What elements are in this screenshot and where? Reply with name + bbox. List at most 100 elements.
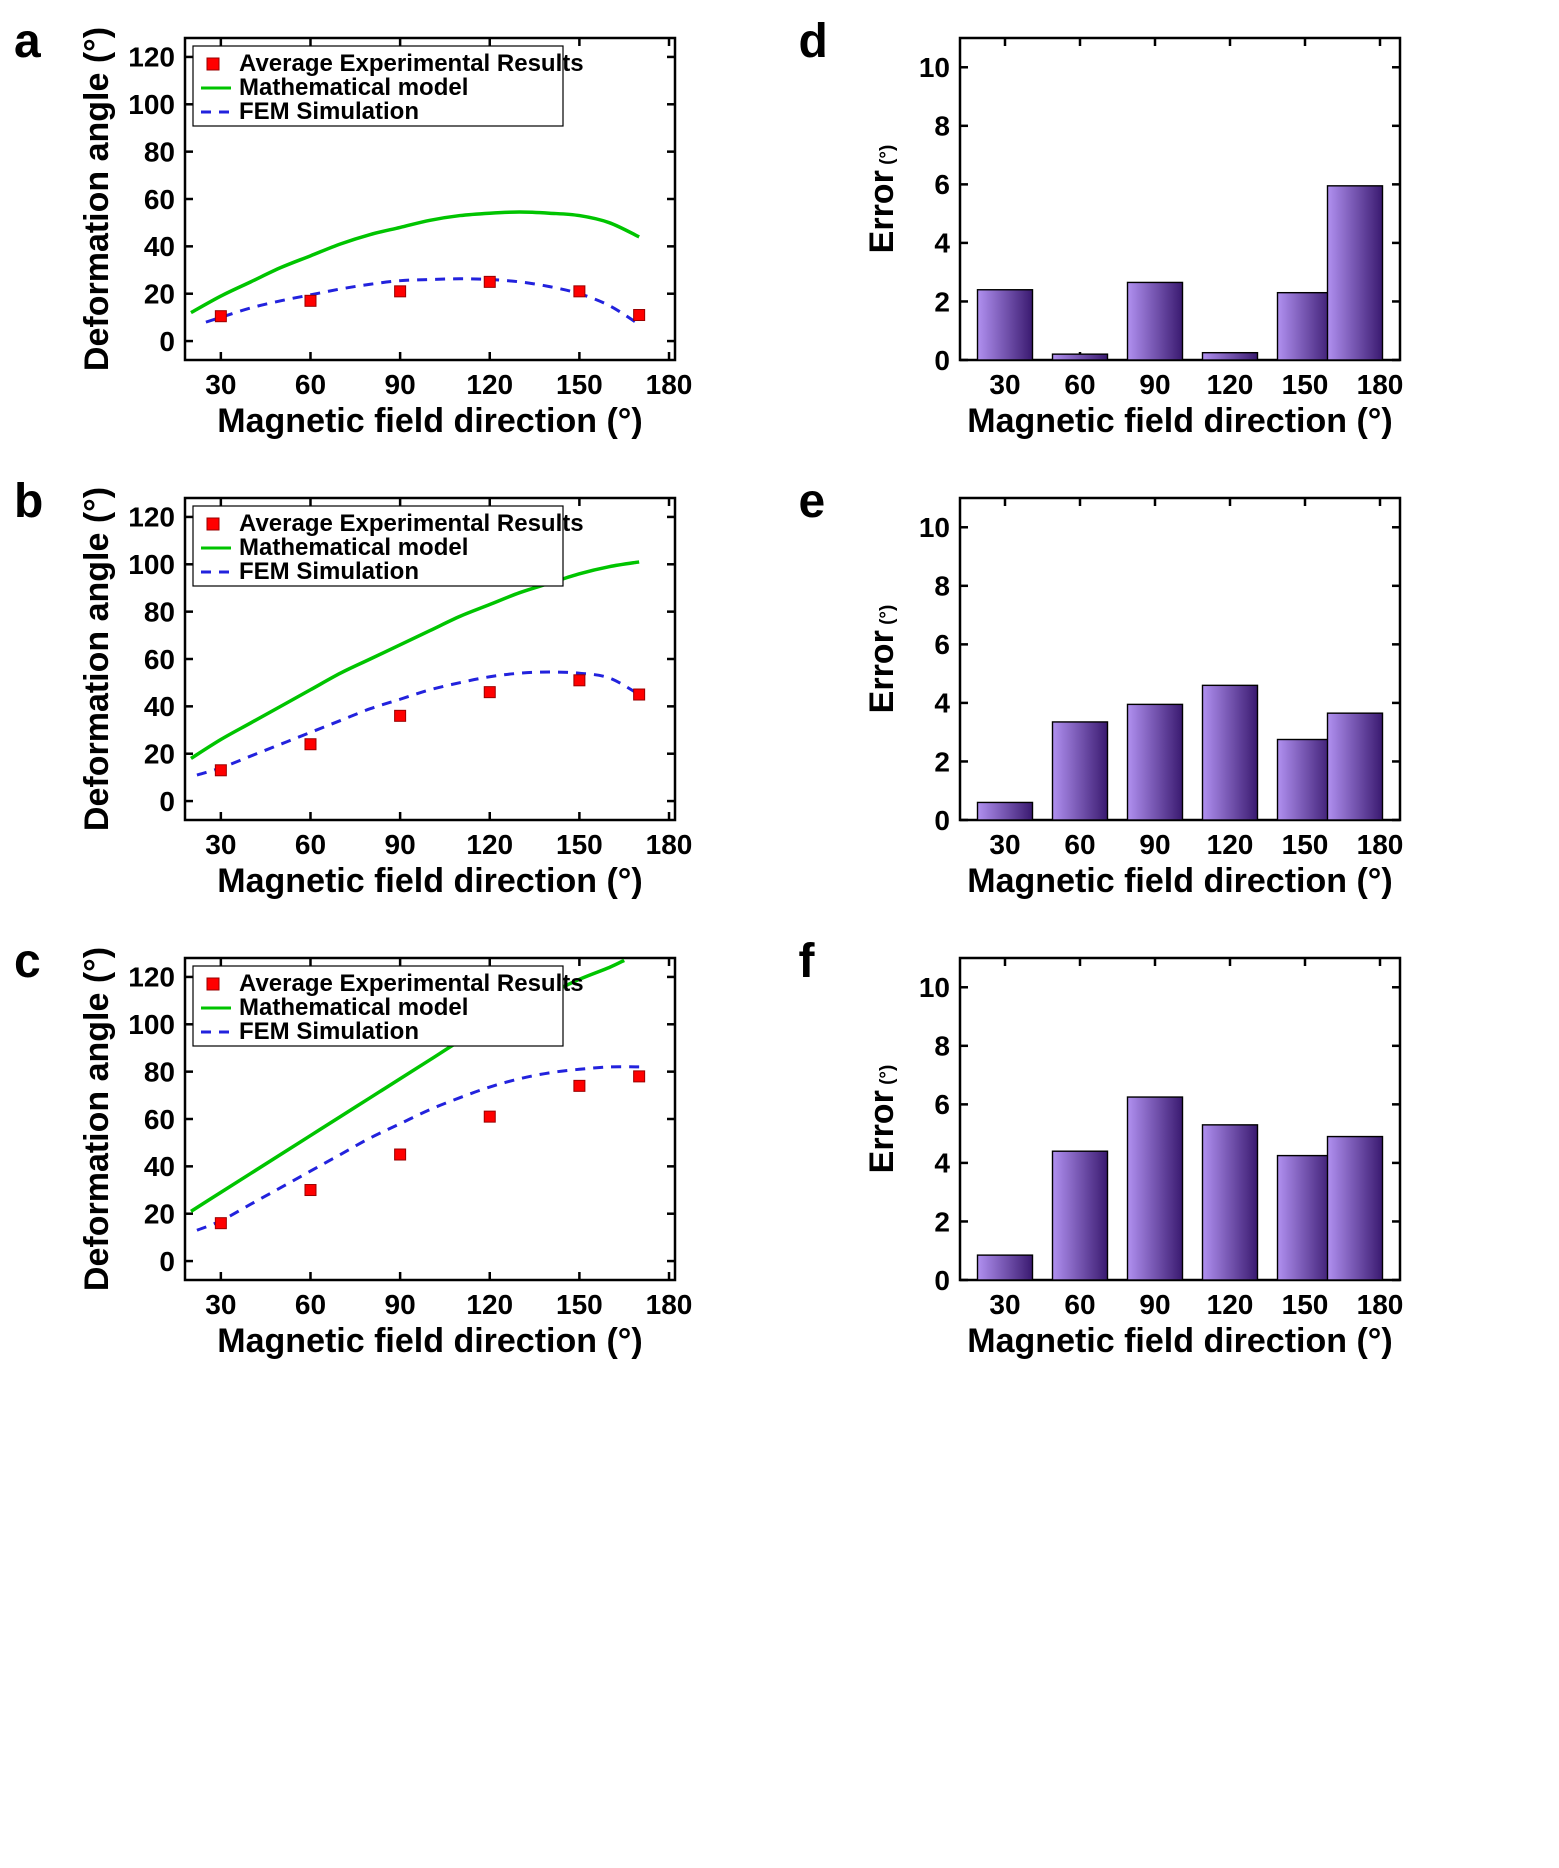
panel-label: b [14,474,43,529]
svg-text:120: 120 [466,369,513,400]
svg-text:80: 80 [144,1056,175,1087]
svg-text:Average Experimental Results: Average Experimental Results [239,970,584,997]
svg-text:100: 100 [128,549,175,580]
svg-text:150: 150 [556,1289,603,1320]
svg-text:Average Experimental Results: Average Experimental Results [239,50,584,77]
svg-text:60: 60 [295,1289,326,1320]
svg-text:10: 10 [918,512,949,543]
svg-text:2: 2 [934,746,950,777]
svg-text:4: 4 [934,228,950,259]
svg-text:120: 120 [1206,1289,1253,1320]
svg-text:60: 60 [1064,1289,1095,1320]
svg-text:Magnetic field direction (°): Magnetic field direction (°) [967,862,1392,900]
figure-root: a306090120150180020406080100120Magnetic … [0,0,1559,1390]
svg-text:0: 0 [159,326,175,357]
svg-text:0: 0 [934,345,950,376]
svg-text:0: 0 [934,1265,950,1296]
svg-text:30: 30 [205,369,236,400]
panel-label: e [799,474,826,529]
svg-text:30: 30 [205,829,236,860]
svg-text:10: 10 [918,972,949,1003]
svg-text:Error (°): Error (°) [865,145,901,254]
svg-text:Deformation angle (°): Deformation angle (°) [80,947,116,1291]
panel-label: c [14,934,41,989]
bar-chart-f: 3060901201501800246810Magnetic field dir… [865,940,1425,1370]
svg-text:120: 120 [466,1289,513,1320]
svg-text:60: 60 [1064,369,1095,400]
svg-text:90: 90 [1139,829,1170,860]
svg-text:150: 150 [1281,829,1328,860]
svg-text:120: 120 [128,502,175,533]
svg-text:FEM Simulation: FEM Simulation [239,1018,419,1045]
svg-text:20: 20 [144,279,175,310]
bar-chart-d: 3060901201501800246810Magnetic field dir… [865,20,1425,450]
svg-text:60: 60 [144,184,175,215]
panel-label: a [14,14,41,69]
svg-text:Error (°): Error (°) [865,605,901,714]
svg-text:150: 150 [1281,369,1328,400]
panel-label: f [799,934,815,989]
svg-text:80: 80 [144,136,175,167]
line-chart-c: 306090120150180020406080100120Magnetic f… [80,940,700,1370]
svg-text:150: 150 [556,369,603,400]
svg-text:90: 90 [1139,369,1170,400]
svg-text:100: 100 [128,89,175,120]
svg-text:6: 6 [934,169,950,200]
panel-d: d3060901201501800246810Magnetic field di… [795,20,1550,450]
svg-text:60: 60 [295,829,326,860]
panel-a: a306090120150180020406080100120Magnetic … [10,20,765,450]
svg-text:Mathematical model: Mathematical model [239,74,468,101]
svg-text:40: 40 [144,231,175,262]
panel-f: f3060901201501800246810Magnetic field di… [795,940,1550,1370]
svg-text:4: 4 [934,688,950,719]
svg-text:Magnetic field direction (°): Magnetic field direction (°) [967,1322,1392,1360]
svg-text:180: 180 [646,1289,693,1320]
svg-text:8: 8 [934,1031,950,1062]
svg-text:180: 180 [646,829,693,860]
svg-text:180: 180 [1356,829,1403,860]
svg-text:30: 30 [989,1289,1020,1320]
svg-text:60: 60 [1064,829,1095,860]
svg-text:60: 60 [144,644,175,675]
svg-text:90: 90 [385,829,416,860]
svg-text:Magnetic field direction (°): Magnetic field direction (°) [217,402,642,440]
panel-c: c306090120150180020406080100120Magnetic … [10,940,765,1370]
svg-text:60: 60 [144,1104,175,1135]
svg-text:Deformation angle (°): Deformation angle (°) [80,27,116,371]
svg-text:Average Experimental Results: Average Experimental Results [239,510,584,537]
line-chart-a: 306090120150180020406080100120Magnetic f… [80,20,700,450]
svg-text:10: 10 [918,52,949,83]
svg-text:Magnetic field direction (°): Magnetic field direction (°) [217,1322,642,1360]
svg-text:180: 180 [1356,1289,1403,1320]
svg-text:6: 6 [934,629,950,660]
svg-text:150: 150 [556,829,603,860]
svg-text:FEM Simulation: FEM Simulation [239,558,419,585]
svg-text:Error (°): Error (°) [865,1065,901,1174]
svg-text:2: 2 [934,286,950,317]
svg-text:30: 30 [205,1289,236,1320]
bar-chart-e: 3060901201501800246810Magnetic field dir… [865,480,1425,910]
svg-text:0: 0 [159,1246,175,1277]
svg-text:150: 150 [1281,1289,1328,1320]
svg-text:100: 100 [128,1009,175,1040]
svg-text:20: 20 [144,1199,175,1230]
svg-text:120: 120 [1206,829,1253,860]
svg-text:80: 80 [144,596,175,627]
svg-text:Deformation angle (°): Deformation angle (°) [80,487,116,831]
svg-text:120: 120 [128,42,175,73]
svg-text:20: 20 [144,739,175,770]
svg-text:120: 120 [1206,369,1253,400]
panel-e: e3060901201501800246810Magnetic field di… [795,480,1550,910]
panel-label: d [799,14,828,69]
svg-text:90: 90 [385,1289,416,1320]
svg-text:4: 4 [934,1148,950,1179]
svg-text:Mathematical model: Mathematical model [239,534,468,561]
svg-text:8: 8 [934,111,950,142]
svg-text:6: 6 [934,1089,950,1120]
svg-text:90: 90 [1139,1289,1170,1320]
svg-text:30: 30 [989,829,1020,860]
panel-b: b306090120150180020406080100120Magnetic … [10,480,765,910]
svg-text:8: 8 [934,571,950,602]
svg-text:180: 180 [646,369,693,400]
panel-grid: a306090120150180020406080100120Magnetic … [10,20,1549,1370]
